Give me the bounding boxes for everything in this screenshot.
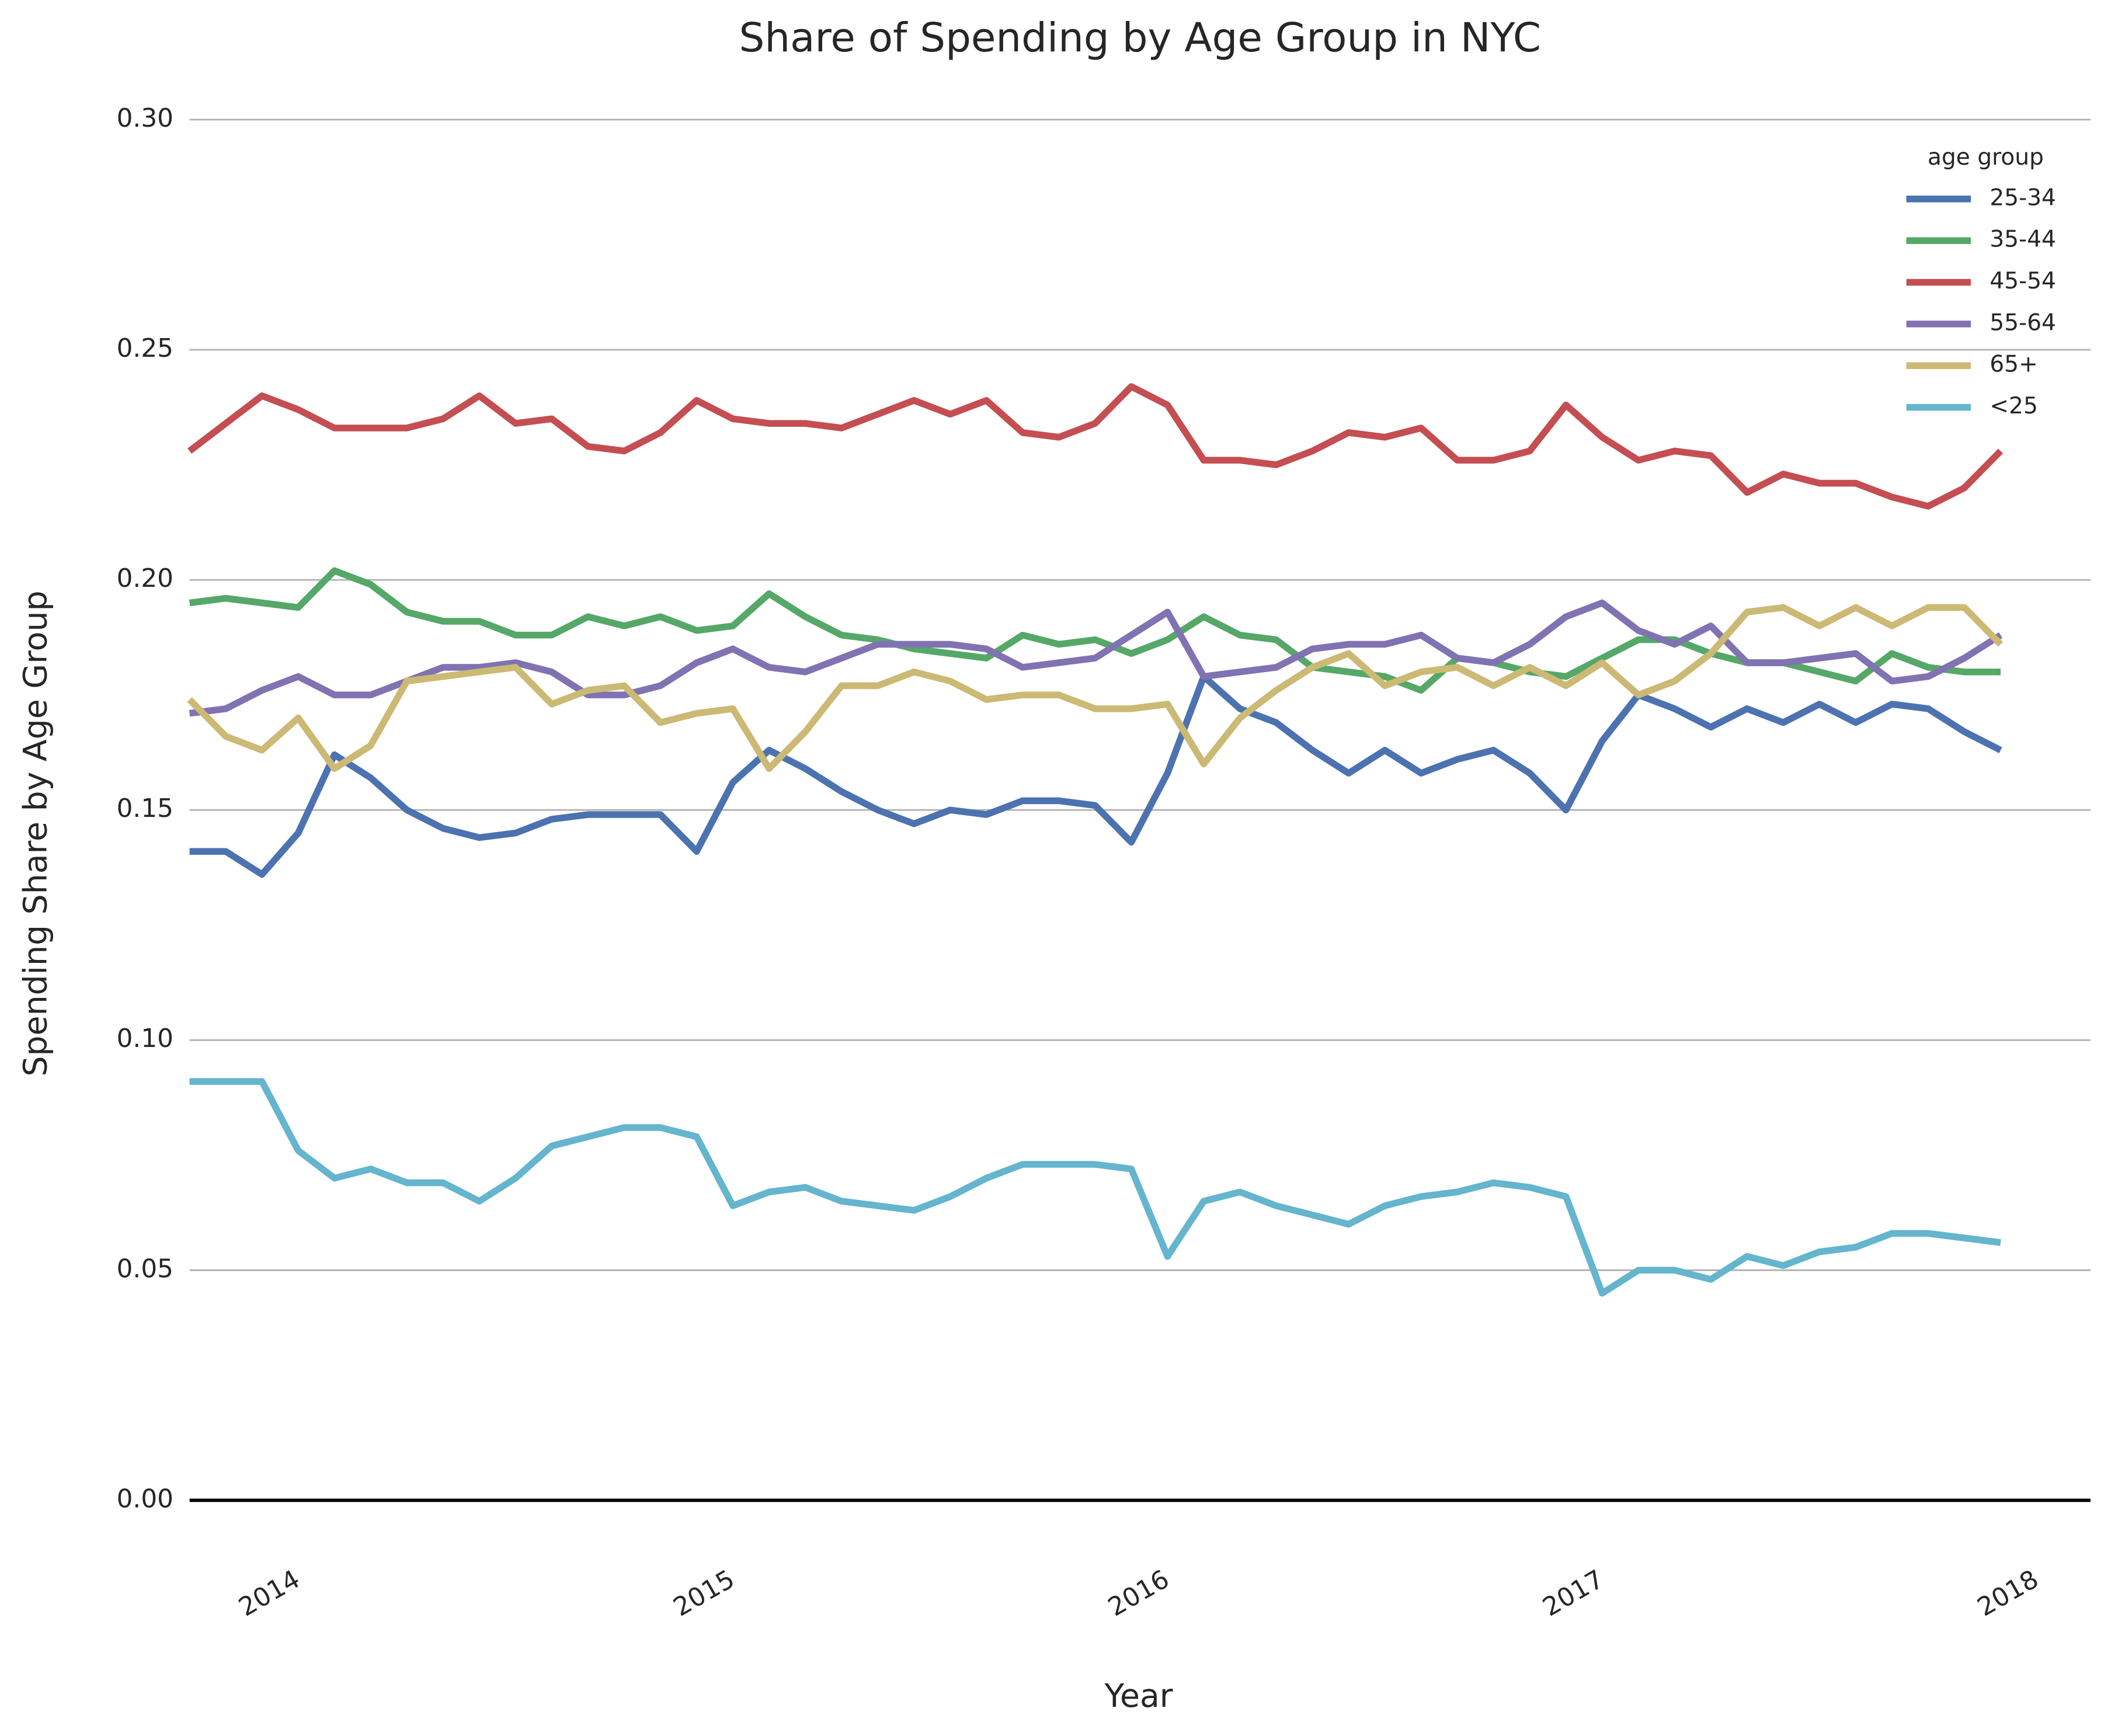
legend: age group 25-34 35-44 45-54 55-64 65+ <25 <box>1906 144 2056 419</box>
x-axis-label: Year <box>1104 1678 1173 1715</box>
legend-label: 55-64 <box>1989 309 2056 336</box>
y-tick-label: 0.30 <box>117 103 173 133</box>
chart-title: Share of Spending by Age Group in NYC <box>739 15 1542 61</box>
y-tick-label: 0.15 <box>117 794 173 823</box>
y-axis-label: Spending Share by Age Group <box>18 590 55 1076</box>
y-tick-label: 0.25 <box>117 333 173 363</box>
legend-label: 65+ <box>1989 352 2038 378</box>
y-tick-label: 0.05 <box>117 1254 173 1283</box>
x-tick-label: 2017 <box>1537 1564 1609 1623</box>
series-line <box>189 599 2003 717</box>
series-line <box>187 604 2003 772</box>
y-tick-label: 0.00 <box>117 1484 173 1514</box>
legend-label: <25 <box>1989 393 2038 419</box>
y-tick-label: 0.10 <box>117 1024 173 1053</box>
legend-label: 45-54 <box>1989 268 2056 294</box>
x-tick-label: 2015 <box>669 1564 740 1623</box>
legend-label: 35-44 <box>1989 227 2056 253</box>
legend-title: age group <box>1928 144 2044 171</box>
series-line <box>187 383 2003 510</box>
x-tick-label: 2014 <box>234 1564 305 1623</box>
x-tick-label: 2016 <box>1103 1564 1174 1623</box>
series-line <box>189 567 2001 694</box>
legend-label: 25-34 <box>1989 185 2056 211</box>
series-line <box>189 1078 2001 1297</box>
series-line <box>189 673 2002 878</box>
x-tick-label: 2018 <box>1973 1564 2044 1623</box>
y-tick-label: 0.20 <box>117 563 173 593</box>
